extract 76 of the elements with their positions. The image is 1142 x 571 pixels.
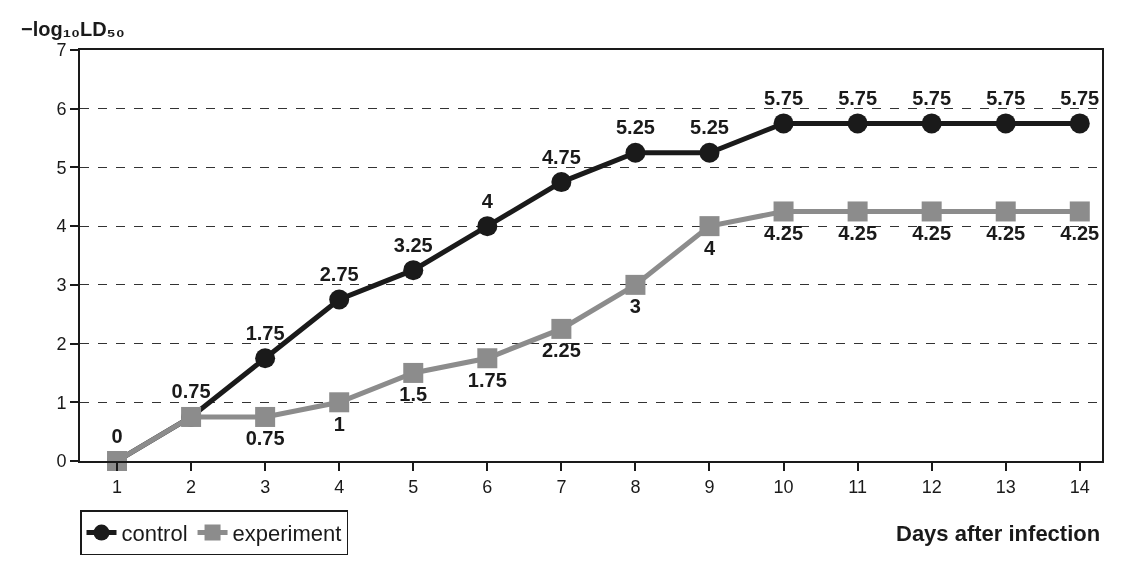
point xyxy=(403,260,424,281)
legend-label: experiment xyxy=(232,521,342,547)
y-tick-label: 4 xyxy=(56,216,67,237)
y-tick-label: 0 xyxy=(56,451,67,472)
point xyxy=(625,142,646,163)
data-label: 4.75 xyxy=(541,145,581,168)
point xyxy=(255,348,276,369)
y-tick-label: 3 xyxy=(56,275,67,296)
y-tick-label: 2 xyxy=(56,333,67,354)
point xyxy=(921,201,942,222)
x-tick-label: 13 xyxy=(995,476,1016,497)
data-label: 4.25 xyxy=(912,221,952,244)
point xyxy=(625,274,646,295)
x-axis-title: Days after infection xyxy=(896,521,1101,546)
x-tick-label: 10 xyxy=(773,476,794,497)
point xyxy=(699,142,720,163)
data-label: 5.25 xyxy=(615,116,655,139)
x-tick-label: 8 xyxy=(630,476,641,497)
data-label: 4 xyxy=(703,236,716,259)
x-tick-label: 2 xyxy=(186,476,197,497)
point xyxy=(773,113,794,134)
y-tick-label: 7 xyxy=(56,40,67,61)
data-label: 2.25 xyxy=(541,339,581,362)
data-label: 1 xyxy=(333,412,345,435)
point xyxy=(995,201,1016,222)
legend-label: control xyxy=(121,521,188,547)
y-tick-label: 5 xyxy=(56,157,67,178)
data-label: 0 xyxy=(111,424,123,447)
data-label: 4.25 xyxy=(764,221,804,244)
point xyxy=(477,216,498,237)
x-tick-label: 4 xyxy=(334,476,345,497)
data-label: 2.75 xyxy=(319,263,359,286)
data-label: 0.75 xyxy=(245,427,285,450)
x-tick-label: 1 xyxy=(112,476,123,497)
point xyxy=(329,392,350,413)
data-label: 4.25 xyxy=(986,221,1026,244)
data-label: 3.25 xyxy=(393,233,433,256)
point xyxy=(699,216,720,237)
point xyxy=(551,172,572,193)
data-label: 5.25 xyxy=(690,116,729,139)
point xyxy=(1069,113,1090,134)
x-tick-label: 11 xyxy=(848,476,867,497)
point xyxy=(403,362,424,383)
y-axis-title: −log₁₀LD₅₀ xyxy=(21,18,125,40)
x-tick-label: 3 xyxy=(260,476,271,497)
point xyxy=(1069,201,1090,222)
data-label: 4.25 xyxy=(838,221,878,244)
data-label: 1.75 xyxy=(245,321,285,344)
x-tick-label: 9 xyxy=(704,476,715,497)
point xyxy=(551,318,572,339)
x-tick-label: 14 xyxy=(1069,476,1090,497)
data-label: 0.75 xyxy=(171,380,211,403)
point xyxy=(995,113,1016,134)
point xyxy=(773,201,794,222)
data-label: 3 xyxy=(629,295,641,318)
data-label: 1.75 xyxy=(467,368,507,391)
point xyxy=(329,289,350,310)
data-label: 4 xyxy=(481,189,494,212)
data-label: 4.25 xyxy=(1060,221,1100,244)
x-tick-label: 7 xyxy=(556,476,567,497)
point xyxy=(477,348,498,369)
data-label: 5.75 xyxy=(1060,86,1100,109)
data-label: 5.75 xyxy=(912,86,952,109)
point xyxy=(921,113,942,134)
point xyxy=(847,113,868,134)
x-tick-label: 5 xyxy=(408,476,419,497)
point xyxy=(255,406,276,427)
y-tick-label: 6 xyxy=(56,99,67,120)
data-label: 5.75 xyxy=(838,86,878,109)
point xyxy=(847,201,868,222)
data-label: 5.75 xyxy=(764,86,804,109)
x-tick-label: 12 xyxy=(921,476,942,497)
y-tick-label: 1 xyxy=(56,392,67,413)
data-label: 5.75 xyxy=(986,86,1026,109)
data-label: 1.5 xyxy=(399,383,428,406)
x-tick-label: 6 xyxy=(482,476,493,497)
